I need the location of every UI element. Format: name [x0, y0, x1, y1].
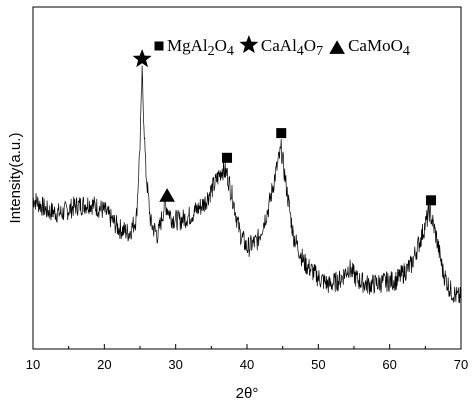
legend-marker-star: [239, 35, 259, 54]
legend: MgAl2O4 CaAl4O7 CaMoO4: [154, 35, 410, 59]
marker-mgal2o4: [426, 195, 437, 206]
legend-marker-triangle: [329, 40, 345, 54]
legend-label-1: CaAl4O7: [261, 36, 323, 59]
marker-mgal2o4: [276, 128, 287, 139]
marker-caal4o7: [132, 49, 152, 68]
x-tick-label: 30: [168, 357, 182, 372]
x-tick-label: 60: [382, 357, 396, 372]
x-tick-label: 50: [311, 357, 325, 372]
series-layer: [32, 65, 462, 304]
legend-label-2: CaMoO4: [348, 36, 410, 59]
y-axis-title: Intensity(a.u.): [7, 133, 24, 224]
x-axis-ticks: 10 20 30 40 50 60 70: [26, 344, 468, 372]
plot-frame: [32, 6, 462, 350]
marker-camoo4: [159, 188, 175, 202]
x-axis-title: 2θ°: [236, 385, 259, 402]
series-line-0: [32, 65, 462, 304]
legend-label-0: MgAl2O4: [167, 36, 234, 59]
legend-marker-square: [154, 41, 164, 51]
x-tick-label: 40: [240, 357, 254, 372]
peak-markers: [132, 49, 437, 206]
x-tick-label: 20: [97, 357, 111, 372]
x-tick-label: 70: [454, 357, 468, 372]
marker-mgal2o4: [222, 152, 233, 163]
x-tick-label: 10: [26, 357, 40, 372]
